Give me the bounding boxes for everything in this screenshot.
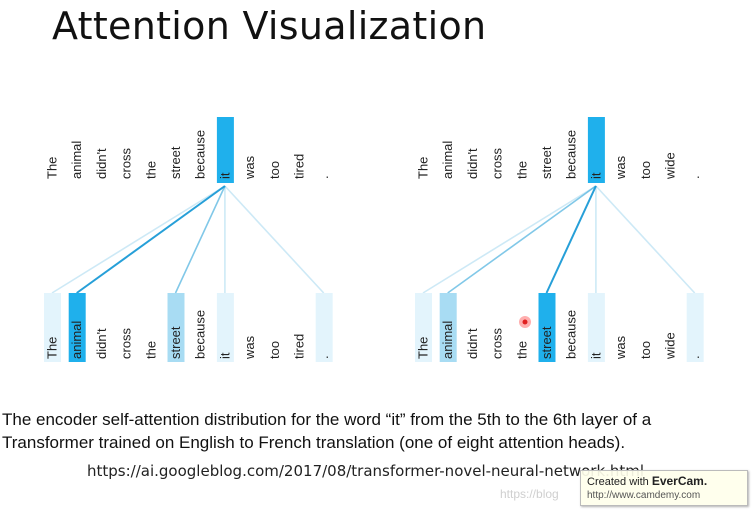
attention-weight-box: [439, 293, 457, 362]
attention-weight-box: [216, 293, 234, 362]
top-token: because: [193, 130, 208, 179]
bottom-token: too: [638, 341, 653, 359]
top-token: didn't: [465, 148, 480, 179]
bottom-token: the: [514, 341, 529, 359]
top-token: street: [168, 146, 183, 179]
caption: The encoder self-attention distribution …: [2, 408, 752, 454]
attention-line: [224, 185, 325, 294]
bottom-token: animal: [440, 321, 455, 359]
source-link[interactable]: https://ai.googleblog.com/2017/08/transf…: [87, 462, 645, 480]
top-token: too: [638, 161, 653, 179]
bottom-token: because: [564, 310, 579, 359]
top-token: tired: [292, 154, 307, 179]
attention-weight-box: [538, 293, 556, 362]
attention-line: [51, 185, 226, 294]
top-token: cross: [490, 147, 505, 179]
top-token: .: [687, 175, 702, 179]
attention-line: [447, 185, 597, 294]
caption-line-2: Transformer trained on English to French…: [2, 433, 626, 452]
bottom-token: .: [687, 355, 702, 359]
attention-weight-box: [44, 293, 61, 362]
attention-line: [422, 185, 597, 294]
query-highlight: [587, 117, 605, 183]
evercam-prefix: Created with: [587, 476, 652, 488]
bottom-token: cross: [119, 327, 134, 359]
bottom-token: it: [217, 352, 232, 359]
top-token: The: [45, 157, 60, 179]
evercam-brand: EverCam.: [651, 474, 708, 488]
attention-panel-wide: The animal didn't cross the street because it wa…: [415, 117, 704, 362]
slide-title: Attention Visualization: [52, 4, 487, 48]
bottom-token: The: [45, 337, 60, 359]
attention-weight-box: [315, 293, 333, 362]
attention-weight-box: [415, 293, 432, 362]
bottom-token: animal: [69, 321, 84, 359]
top-token: too: [267, 161, 282, 179]
bottom-token: didn't: [94, 328, 109, 359]
bottom-token: wide: [663, 332, 678, 360]
attention-weight-box: [587, 293, 605, 362]
query-highlight: [216, 117, 234, 183]
top-token: street: [539, 146, 554, 179]
evercam-badge: Created with EverCam. http://www.camdemy…: [580, 470, 748, 506]
bottom-token: cross: [490, 327, 505, 359]
bottom-token: .: [316, 355, 331, 359]
top-token: the: [514, 161, 529, 179]
bottom-token: because: [193, 310, 208, 359]
evercam-url: http://www.camdemy.com: [587, 490, 701, 501]
attention-panel-tired: The animal didn't cross the street because it wa…: [44, 117, 333, 362]
bottom-token: didn't: [465, 328, 480, 359]
bottom-token: street: [168, 326, 183, 359]
attention-line: [595, 185, 696, 294]
top-token: The: [416, 157, 431, 179]
top-token: it: [217, 172, 232, 179]
attention-line: [174, 185, 226, 294]
top-token: it: [588, 172, 603, 179]
bottom-token: tired: [292, 334, 307, 359]
attention-line: [76, 185, 226, 294]
top-token: because: [564, 130, 579, 179]
top-token: the: [143, 161, 158, 179]
bottom-token: too: [267, 341, 282, 359]
blog-watermark: https://blog: [500, 487, 559, 501]
bottom-token: The: [416, 337, 431, 359]
bottom-token: was: [613, 335, 628, 360]
top-token: animal: [69, 141, 84, 179]
top-token: wide: [663, 152, 678, 180]
top-token: animal: [440, 141, 455, 179]
cursor-dot: [522, 319, 528, 325]
caption-line-1: The encoder self-attention distribution …: [2, 410, 652, 429]
top-token: .: [316, 175, 331, 179]
top-token: was: [242, 155, 257, 180]
bottom-token: street: [539, 326, 554, 359]
bottom-token: it: [588, 352, 603, 359]
top-token: didn't: [94, 148, 109, 179]
attention-visualization: The animal didn't cross the street because it wa…: [44, 117, 704, 362]
bottom-token: was: [242, 335, 257, 360]
top-token: cross: [119, 147, 134, 179]
attention-weight-box: [686, 293, 704, 362]
attention-line: [545, 185, 597, 294]
bottom-token: the: [143, 341, 158, 359]
top-token: was: [613, 155, 628, 180]
attention-weight-box: [68, 293, 86, 362]
attention-weight-box: [167, 293, 185, 362]
